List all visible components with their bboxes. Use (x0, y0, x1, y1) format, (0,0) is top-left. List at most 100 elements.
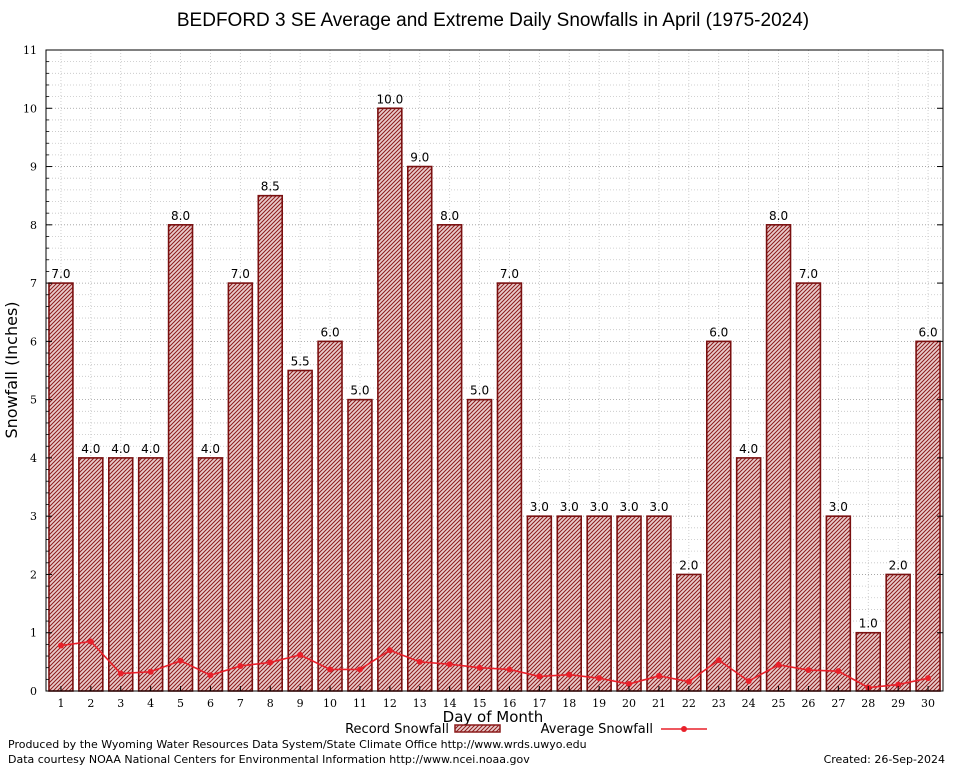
x-tick-label: 18 (562, 697, 576, 710)
average-point-day-13 (416, 658, 423, 665)
bar-value-label: 8.0 (171, 209, 190, 223)
record-bar-day-14 (436, 224, 463, 692)
average-point-day-3 (117, 670, 124, 677)
average-point-day-15 (476, 664, 483, 671)
bar-value-label: 7.0 (500, 267, 519, 281)
average-point-day-5 (177, 657, 184, 664)
y-tick-label: 2 (30, 568, 37, 581)
bar-value-label: 1.0 (859, 617, 878, 631)
x-tick-label: 22 (682, 697, 696, 710)
x-tick-label: 4 (147, 697, 154, 710)
x-tick-label: 11 (353, 697, 367, 710)
legend-record-swatch (454, 724, 501, 733)
record-bar-day-16 (496, 282, 523, 692)
x-tick-label: 28 (861, 697, 875, 710)
y-tick-label: 5 (30, 394, 37, 407)
bar-value-label: 8.0 (440, 209, 459, 223)
x-tick-label: 16 (502, 697, 516, 710)
bar-value-label: 3.0 (829, 500, 848, 514)
bar-value-label: 3.0 (649, 500, 668, 514)
average-point-day-4 (147, 668, 154, 675)
x-tick-label: 25 (772, 697, 786, 710)
x-tick-label: 21 (652, 697, 666, 710)
record-bar-day-29 (885, 573, 911, 692)
footer-data-courtesy: Data courtesy NOAA National Centers for … (8, 753, 530, 766)
y-tick-label: 0 (30, 685, 37, 698)
record-bar-day-5 (167, 224, 194, 692)
bar-value-label: 5.0 (470, 384, 489, 398)
footer-created-date: Created: 26-Sep-2024 (823, 753, 945, 766)
x-tick-label: 12 (383, 697, 397, 710)
record-bar-day-20 (616, 515, 642, 692)
bar-value-label: 4.0 (111, 442, 130, 456)
bar-value-label: 7.0 (799, 267, 818, 281)
bar-value-label: 8.5 (261, 180, 280, 194)
record-bar-day-8 (257, 194, 284, 692)
average-point-day-11 (356, 666, 363, 673)
x-tick-label: 14 (443, 697, 457, 710)
record-bar-day-24 (735, 457, 762, 692)
record-bar-day-15 (466, 398, 493, 692)
record-bar-day-1 (48, 282, 74, 692)
average-point-day-16 (506, 666, 513, 673)
plot-frame (45, 49, 944, 692)
average-point-day-2 (87, 638, 94, 645)
record-bar-day-22 (676, 573, 702, 692)
average-line-layer (57, 638, 932, 691)
x-tick-label: 15 (473, 697, 487, 710)
x-tick-label: 5 (177, 697, 184, 710)
bar-value-label: 7.0 (51, 267, 70, 281)
record-bar-day-26 (795, 282, 822, 692)
average-point-day-29 (895, 681, 902, 688)
x-tick-label: 26 (801, 697, 815, 710)
record-bar-day-23 (705, 340, 732, 692)
bar-value-label: 8.0 (769, 209, 788, 223)
bar-value-label: 7.0 (231, 267, 250, 281)
x-tick-label: 6 (207, 697, 214, 710)
x-tick-label: 2 (87, 697, 94, 710)
record-bar-day-3 (107, 457, 134, 692)
record-bar-day-30 (915, 340, 941, 692)
record-bar-day-25 (765, 224, 792, 692)
y-tick-label: 6 (30, 335, 37, 348)
bar-value-label: 3.0 (560, 500, 579, 514)
average-point-day-18 (566, 671, 573, 678)
bar-value-label: 2.0 (889, 558, 908, 572)
x-tick-label: 13 (413, 697, 427, 710)
bar-value-label: 4.0 (739, 442, 758, 456)
record-bar-day-27 (825, 515, 852, 692)
bar-value-label: 3.0 (590, 500, 609, 514)
record-bar-day-4 (137, 457, 164, 692)
average-point-day-21 (655, 672, 662, 679)
x-tick-label: 8 (267, 697, 274, 710)
chart-title: BEDFORD 3 SE Average and Extreme Daily S… (177, 10, 809, 31)
average-point-day-6 (207, 672, 214, 679)
bar-value-label: 5.5 (291, 355, 310, 369)
bar-value-label: 9.0 (410, 151, 429, 165)
average-point-day-12 (386, 647, 393, 654)
record-bar-day-2 (78, 457, 104, 692)
bars: 7.0 4.0 4.0 4.0 8.0 4.0 7.0 8.5 5.5 6.0 5.0 10.0 9.0… (48, 92, 941, 692)
y-tick-label: 11 (23, 44, 37, 57)
average-point-day-24 (745, 678, 752, 685)
bar-value-label: 4.0 (141, 442, 160, 456)
y-tick-label: 10 (23, 102, 37, 115)
x-tick-label: 29 (891, 697, 905, 710)
y-tick-label: 9 (30, 161, 37, 174)
x-tick-label: 9 (297, 697, 304, 710)
x-tick-label: 24 (742, 697, 756, 710)
average-point-day-7 (237, 662, 244, 669)
average-snowfall-line (60, 640, 929, 689)
y-tick-label: 8 (30, 219, 37, 232)
record-bar-day-12 (377, 107, 403, 692)
x-tick-label: 7 (237, 697, 244, 710)
average-point-day-27 (835, 668, 842, 675)
record-bar-day-10 (317, 340, 343, 692)
bar-value-label: 5.0 (350, 384, 369, 398)
y-tick-label: 7 (30, 277, 37, 290)
x-tick-label: 17 (532, 697, 546, 710)
record-bar-day-19 (586, 515, 612, 692)
record-bar-day-17 (526, 515, 553, 692)
